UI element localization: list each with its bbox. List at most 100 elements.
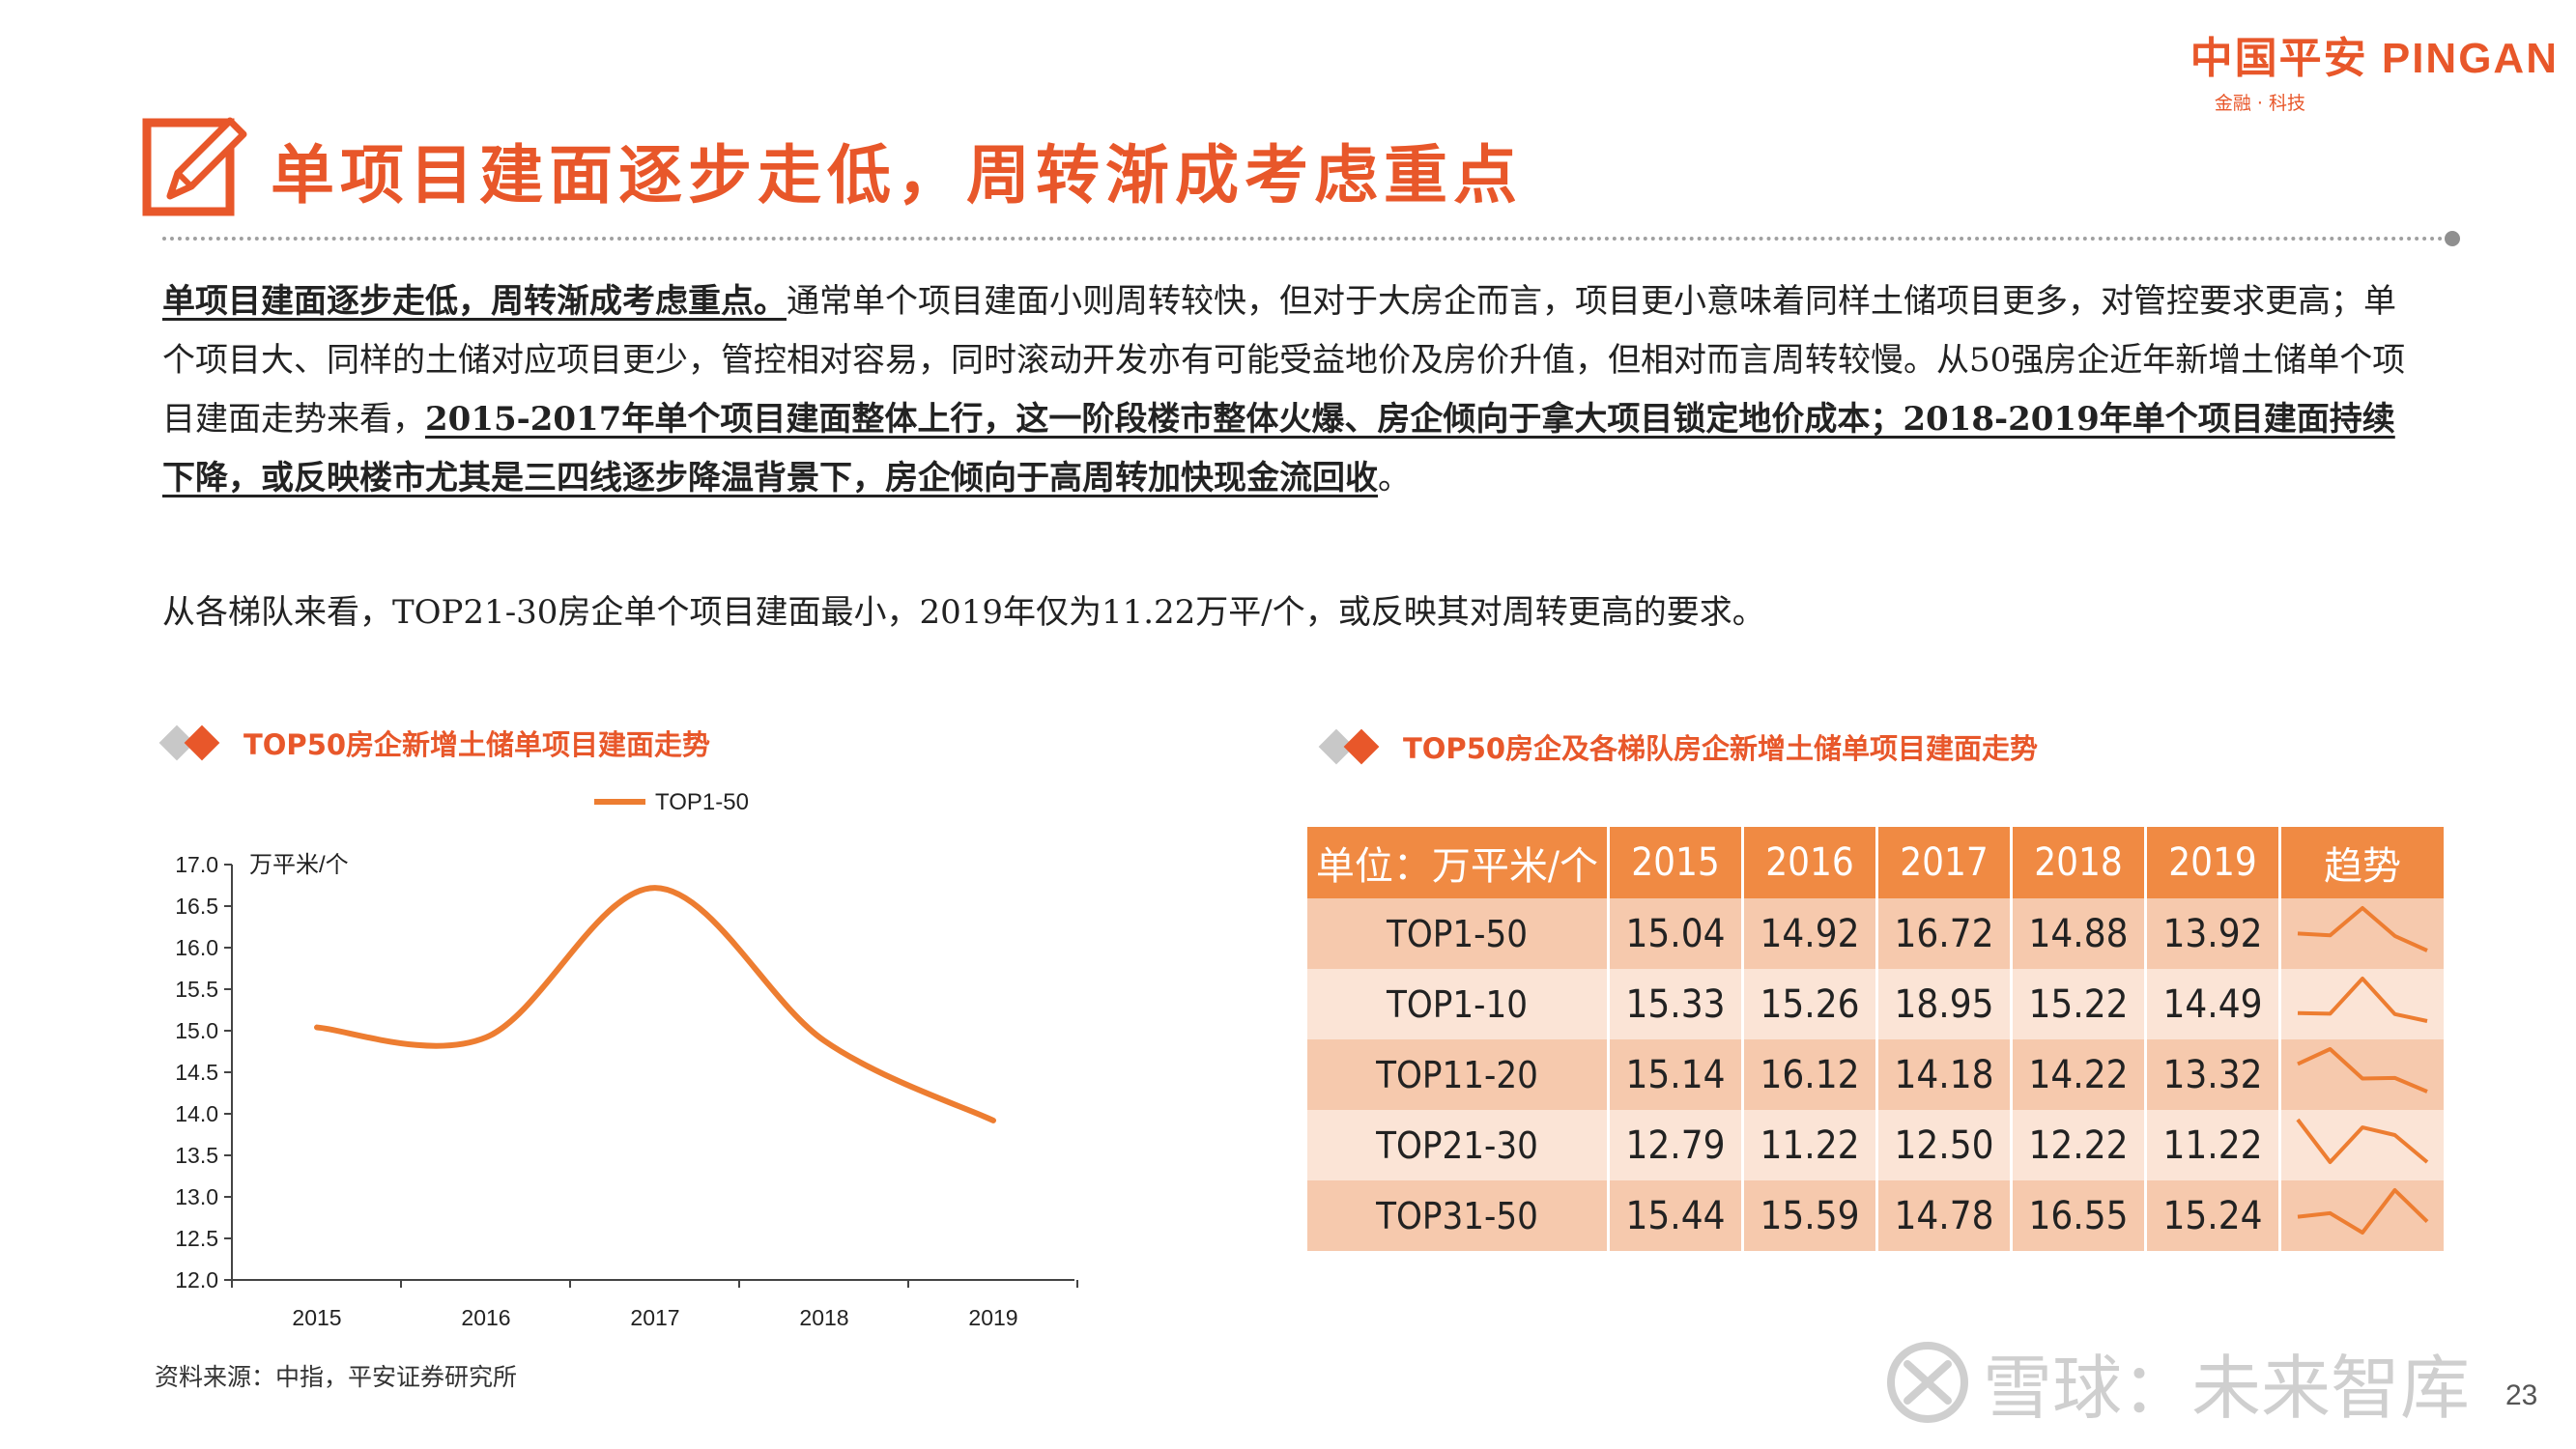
para-highlight: 2015-2017年单个项目建面整体上行，这一阶段楼市整体火爆、房企倾向于拿大项… bbox=[162, 400, 2395, 497]
header-year: 2019 bbox=[2147, 827, 2278, 898]
y-tick-label: 17.0 bbox=[175, 852, 218, 877]
xueqiu-watermark: 雪球：未来智库 bbox=[1886, 1331, 2470, 1433]
para-tail: 。 bbox=[1378, 459, 1411, 497]
snowball-logo-icon bbox=[1887, 1341, 1968, 1423]
table-row: TOP1-10 15.33 15.26 18.95 15.22 14.49 bbox=[1307, 969, 2444, 1039]
table-row: TOP31-50 15.44 15.59 14.78 16.55 15.24 bbox=[1307, 1180, 2444, 1251]
edit-icon bbox=[142, 117, 247, 216]
y-tick-label: 16.0 bbox=[175, 935, 218, 960]
right-section-title: TOP50房企及各梯队房企新增土储单项目建面走势 bbox=[1403, 732, 2039, 765]
y-tick-label: 13.5 bbox=[175, 1143, 218, 1168]
table-row: TOP11-20 15.14 16.12 14.18 14.22 13.32 bbox=[1307, 1039, 2444, 1110]
x-tick-label: 2016 bbox=[461, 1305, 510, 1330]
trend-sparkline bbox=[2281, 1180, 2444, 1251]
watermark-text: 雪球：未来智库 bbox=[1983, 1348, 2471, 1429]
table-cell: 14.78 bbox=[1878, 1180, 2010, 1251]
x-tick-label: 2018 bbox=[799, 1305, 848, 1330]
y-tick-label: 13.0 bbox=[175, 1184, 218, 1209]
table-cell: 15.26 bbox=[1744, 969, 1875, 1039]
table-cell: 16.12 bbox=[1744, 1039, 1875, 1110]
sparkline-chart bbox=[2297, 905, 2428, 952]
diamond-bullet-icon bbox=[157, 724, 228, 762]
row-label: TOP21-30 bbox=[1307, 1110, 1607, 1180]
table-cell: 15.22 bbox=[2013, 969, 2144, 1039]
table-cell: 14.92 bbox=[1744, 898, 1875, 969]
table-cell: 16.72 bbox=[1878, 898, 2010, 969]
row-label: TOP31-50 bbox=[1307, 1180, 1607, 1251]
sparkline-chart bbox=[2296, 1118, 2429, 1164]
table-cell: 14.49 bbox=[2147, 969, 2278, 1039]
table-cell: 12.22 bbox=[2013, 1110, 2144, 1180]
table-row: TOP21-30 12.79 11.22 12.50 12.22 11.22 bbox=[1307, 1110, 2444, 1180]
x-tick-label: 2015 bbox=[292, 1305, 341, 1330]
y-tick-label: 12.5 bbox=[175, 1226, 218, 1251]
trend-sparkline bbox=[2281, 1039, 2444, 1110]
header-year: 2017 bbox=[1878, 827, 2010, 898]
sparkline-chart bbox=[2297, 976, 2428, 1023]
sparkline-line bbox=[2297, 1046, 2428, 1094]
source-note: 资料来源：中指，平安证券研究所 bbox=[155, 1363, 518, 1391]
tier-paragraph: 从各梯队来看，TOP21-30房企单个项目建面最小，2019年仅为11.22万平… bbox=[162, 593, 1765, 632]
y-tick-label: 15.5 bbox=[175, 977, 218, 1002]
table-cell: 15.59 bbox=[1744, 1180, 1875, 1251]
x-tick-label: 2019 bbox=[968, 1305, 1017, 1330]
sparkline-line bbox=[2297, 1187, 2429, 1235]
table-header-row: 单位：万平米/个 2015 2016 2017 2018 2019 趋势 bbox=[1307, 827, 2444, 898]
sparkline-chart bbox=[2297, 1187, 2429, 1235]
table-cell: 14.18 bbox=[1878, 1039, 2010, 1110]
row-label: TOP11-20 bbox=[1307, 1039, 1607, 1110]
tier-data-table: 单位：万平米/个 2015 2016 2017 2018 2019 趋势 TOP… bbox=[1304, 827, 2447, 1251]
left-section-title: TOP50房企新增土储单项目建面走势 bbox=[243, 728, 711, 761]
right-section-header: TOP50房企及各梯队房企新增土储单项目建面走势 bbox=[1316, 726, 2038, 767]
para-lead: 单项目建面逐步走低，周转渐成考虑重点。 bbox=[162, 282, 787, 321]
legend-label: TOP1-50 bbox=[655, 789, 749, 815]
y-tick-label: 12.0 bbox=[175, 1267, 218, 1293]
table-cell: 15.04 bbox=[1610, 898, 1741, 969]
sparkline-chart bbox=[2297, 1046, 2428, 1094]
y-tick-label: 14.0 bbox=[175, 1101, 218, 1126]
table-cell: 13.92 bbox=[2147, 898, 2278, 969]
x-tick-label: 2017 bbox=[630, 1305, 679, 1330]
para-body: 通常单个项目建面小则周转较快，但对于大房企而言，项目更小意味着同样土储项目更多，… bbox=[162, 282, 2406, 439]
line-chart: 12.0 12.5 13.0 13.5 14.0 14.5 15.0 15.5 16.0 16.5… bbox=[175, 789, 1078, 1330]
trend-sparkline bbox=[2281, 969, 2444, 1039]
table-row: TOP1-50 15.04 14.92 16.72 14.88 13.92 bbox=[1307, 898, 2444, 969]
table-cell: 15.24 bbox=[2147, 1180, 2278, 1251]
table-cell: 12.50 bbox=[1878, 1110, 2010, 1180]
table-cell: 14.88 bbox=[2013, 898, 2144, 969]
table-cell: 11.22 bbox=[2147, 1110, 2278, 1180]
row-label: TOP1-10 bbox=[1307, 969, 1607, 1039]
table-cell: 15.14 bbox=[1610, 1039, 1741, 1110]
header-year: 2018 bbox=[2013, 827, 2144, 898]
y-tick-label: 16.5 bbox=[175, 894, 218, 919]
header-unit: 单位：万平米/个 bbox=[1307, 827, 1607, 898]
y-tick-label: 14.5 bbox=[175, 1060, 218, 1085]
pingan-logo: 中国平安 PINGAN 金融 · 科技 bbox=[2190, 23, 2559, 115]
header-trend: 趋势 bbox=[2281, 827, 2444, 898]
diamond-bullet-icon bbox=[1316, 727, 1388, 766]
table-cell: 18.95 bbox=[1878, 969, 2010, 1039]
trend-sparkline bbox=[2281, 1110, 2444, 1180]
page-title: 单项目建面逐步走低，周转渐成考虑重点 bbox=[271, 137, 1523, 213]
divider-dot bbox=[2445, 231, 2460, 246]
table-cell: 15.44 bbox=[1610, 1180, 1741, 1251]
sparkline-line bbox=[2296, 1118, 2429, 1164]
row-label: TOP1-50 bbox=[1307, 898, 1607, 969]
trend-sparkline bbox=[2281, 898, 2444, 969]
header-year: 2015 bbox=[1610, 827, 1741, 898]
table-cell: 15.33 bbox=[1610, 969, 1741, 1039]
table-cell: 13.32 bbox=[2147, 1039, 2278, 1110]
sparkline-line bbox=[2297, 905, 2428, 952]
logo-text: 中国平安 PINGAN bbox=[2190, 35, 2559, 82]
table-cell: 14.22 bbox=[2013, 1039, 2144, 1110]
table-cell: 16.55 bbox=[2013, 1180, 2144, 1251]
left-section-header: TOP50房企新增土储单项目建面走势 bbox=[157, 723, 710, 763]
logo-subtext: 金融 · 科技 bbox=[2214, 93, 2305, 114]
y-axis-label: 万平米/个 bbox=[249, 852, 349, 878]
table-cell: 12.79 bbox=[1610, 1110, 1741, 1180]
series-line-top1-50 bbox=[314, 885, 996, 1123]
summary-paragraph: 单项目建面逐步走低，周转渐成考虑重点。通常单个项目建面小则周转较快，但对于大房企… bbox=[162, 272, 2414, 508]
sparkline-line bbox=[2297, 976, 2428, 1023]
page-number: 23 bbox=[2505, 1379, 2538, 1411]
header-year: 2016 bbox=[1744, 827, 1875, 898]
